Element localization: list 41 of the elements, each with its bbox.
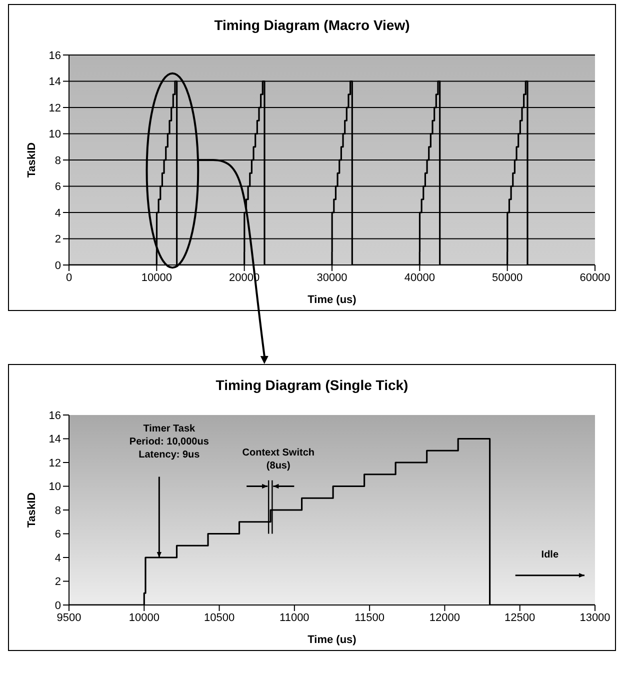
y-tick-label: 14: [48, 434, 61, 446]
y-tick-label: 10: [48, 128, 61, 141]
x-tick-label: 10000: [141, 272, 172, 284]
x-tick-label: 30000: [316, 272, 348, 284]
y-tick-label: 0: [54, 260, 61, 272]
y-tick-label: 10: [48, 481, 61, 494]
x-axis-title: Time (us): [308, 634, 357, 646]
y-axis-title: TaskID: [26, 492, 38, 528]
annotation: Timer Task Period: 10,000us Latency: 9us: [129, 424, 210, 461]
x-axis-title: Time (us): [308, 294, 357, 306]
x-tick-label: 12000: [429, 612, 460, 624]
x-tick-label: 60000: [580, 272, 610, 284]
x-tick-label: 10500: [204, 612, 235, 624]
x-tick-label: 9500: [56, 612, 82, 624]
y-tick-label: 6: [54, 181, 61, 194]
y-axis-title: TaskID: [26, 142, 38, 178]
y-tick-label: 2: [54, 234, 61, 246]
x-tick-label: 12500: [504, 612, 536, 624]
annotation: Idle: [541, 550, 559, 560]
x-tick-label: 50000: [492, 272, 523, 284]
y-tick-label: 14: [48, 76, 61, 88]
x-tick-label: 13000: [580, 612, 610, 624]
y-tick-label: 0: [54, 600, 61, 612]
y-tick-label: 6: [54, 528, 61, 541]
y-tick-label: 4: [54, 552, 61, 564]
x-tick-label: 11000: [280, 612, 310, 624]
y-tick-label: 8: [54, 154, 61, 167]
y-tick-label: 12: [48, 102, 61, 114]
y-tick-label: 16: [48, 50, 61, 62]
y-tick-label: 12: [48, 457, 61, 470]
y-tick-label: 4: [54, 207, 61, 220]
y-tick-label: 8: [54, 504, 61, 517]
x-tick-label: 0: [66, 272, 72, 284]
chart-title: Timing Diagram (Macro View): [213, 16, 411, 35]
x-tick-label: 11500: [354, 612, 384, 624]
y-tick-label: 2: [54, 576, 61, 588]
x-tick-label: 10000: [128, 612, 160, 624]
y-tick-label: 16: [48, 410, 61, 422]
x-tick-label: 40000: [404, 272, 435, 284]
chart-title: Timing Diagram (Single Tick): [214, 376, 410, 395]
annotation: Context Switch (8us): [242, 447, 314, 472]
